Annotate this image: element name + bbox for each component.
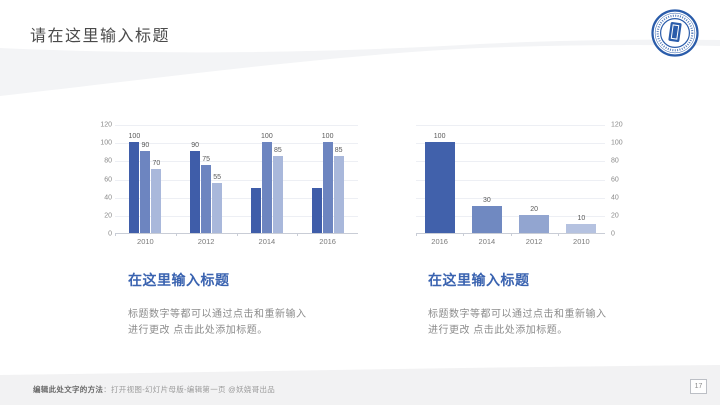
right-chart-x-axis: 2016 2014 2012 2010 xyxy=(416,236,605,248)
right-section-body-line2: 进行更改 点击此处添加标题。 xyxy=(428,325,568,336)
y-tick-label: 60 xyxy=(104,176,112,183)
footer-band-decoration xyxy=(0,365,720,405)
gridline xyxy=(115,161,358,163)
bar-2014-s2 xyxy=(261,142,272,233)
right-chart-y-axis: 0 20 40 60 80 100 120 xyxy=(605,121,629,238)
slide-title: 请在这里输入标题 xyxy=(30,28,171,45)
bar-2014-s1 xyxy=(250,187,261,233)
bar-2010 xyxy=(566,223,597,233)
footer-note-rest: ：打开视图-幻灯片母版-编辑第一页 @妖娆哥出品 xyxy=(103,385,276,394)
bar-value-label: 100 xyxy=(261,133,273,141)
bar-2014-s3 xyxy=(272,155,283,233)
y-tick-label: 20 xyxy=(611,212,619,220)
gridline xyxy=(115,125,358,126)
y-tick-label: 20 xyxy=(104,212,112,220)
bar-value-label: 100 xyxy=(321,133,334,141)
bar-2010-s2 xyxy=(140,151,151,233)
header-wave-decoration xyxy=(0,39,720,96)
gridline xyxy=(416,215,605,217)
left-chart-x-axis: 2010 2012 2014 2016 xyxy=(115,236,358,248)
gridline xyxy=(115,197,358,199)
y-tick-label: 80 xyxy=(611,157,619,165)
gridline xyxy=(416,179,605,181)
bar-value-label: 100 xyxy=(433,133,446,141)
bar-value-label: 100 xyxy=(128,133,141,141)
x-tick-label: 2012 xyxy=(525,237,543,246)
bar-2010-s3 xyxy=(151,169,162,233)
bar-2014 xyxy=(471,205,502,233)
x-tick-mark xyxy=(557,233,559,236)
right-chart-plot-area: 100 30 20 10 xyxy=(416,125,605,236)
x-tick-label: 2012 xyxy=(197,237,215,246)
right-section-body-line1: 标题数字等都可以通过点击和重新输入 xyxy=(428,309,607,320)
university-seal-logo xyxy=(650,8,700,58)
page-number: 17 xyxy=(690,379,707,394)
bar-value-label: 55 xyxy=(213,174,222,182)
bar-2016-s2 xyxy=(322,142,333,233)
left-chart-y-axis: 0 20 40 60 80 100 120 xyxy=(99,121,115,238)
bar-value-label: 90 xyxy=(141,142,150,150)
y-tick-label: 40 xyxy=(611,194,619,202)
gridline xyxy=(416,197,605,199)
bar-value-label: 30 xyxy=(482,196,491,204)
footer-note: 编辑此处文字的方法：打开视图-幻灯片母版-编辑第一页 @妖娆哥出品 xyxy=(33,384,275,395)
bar-2016-s3 xyxy=(333,155,344,233)
left-text-section: 在这里输入标题 标题数字等都可以通过点击和重新输入 进行更改 点击此处添加标题。 xyxy=(128,270,378,339)
x-tick-label: 2014 xyxy=(478,237,496,246)
bar-value-label: 90 xyxy=(191,142,200,150)
x-tick-mark xyxy=(463,233,465,236)
x-tick-mark xyxy=(416,233,417,236)
gridline xyxy=(416,161,605,163)
x-tick-mark xyxy=(175,233,177,236)
x-tick-mark xyxy=(297,233,299,236)
y-tick-label: 120 xyxy=(100,121,112,129)
bar-value-label: 85 xyxy=(273,146,282,154)
seal-icon xyxy=(651,9,699,57)
right-section-heading: 在这里输入标题 xyxy=(428,272,530,288)
footer-note-bold: 编辑此处文字的方法 xyxy=(33,385,104,394)
bar-value-label: 85 xyxy=(334,146,343,154)
bar-value-label: 10 xyxy=(577,214,586,222)
y-tick-label: 40 xyxy=(104,194,112,202)
x-tick-label: 2014 xyxy=(258,237,276,246)
x-tick-label: 2016 xyxy=(431,237,448,246)
left-section-body-line2: 进行更改 点击此处添加标题。 xyxy=(128,325,268,336)
left-chart-plot-area: 100 90 70 90 75 55 100 85 100 85 xyxy=(115,125,358,236)
bar-value-label: 75 xyxy=(202,155,211,163)
gridline xyxy=(115,143,358,145)
bar-2010-s1 xyxy=(129,142,140,233)
bar-2012 xyxy=(519,214,550,233)
y-tick-label: 0 xyxy=(108,230,112,238)
y-tick-label: 120 xyxy=(611,121,623,129)
y-tick-label: 100 xyxy=(100,139,112,147)
bar-2012-s1 xyxy=(190,151,201,233)
left-chart: 0 20 40 60 80 100 120 100 90 70 90 75 55 100 85 100 85 … xyxy=(99,121,358,248)
y-tick-label: 0 xyxy=(611,230,615,238)
x-tick-label: 2010 xyxy=(573,237,590,246)
bar-value-label: 20 xyxy=(530,205,539,213)
gridline xyxy=(416,125,605,126)
bar-2012-s2 xyxy=(201,164,212,233)
right-chart: 100 30 20 10 2016 2014 2012 2010 0 20 40 60 80 100 1… xyxy=(416,121,629,248)
left-section-heading: 在这里输入标题 xyxy=(128,272,230,288)
gridline xyxy=(115,179,358,181)
bar-2016-s1 xyxy=(311,187,322,233)
x-tick-label: 2016 xyxy=(319,237,336,246)
y-tick-label: 100 xyxy=(611,139,623,147)
bar-2016 xyxy=(424,142,455,233)
left-section-body-line1: 标题数字等都可以通过点击和重新输入 xyxy=(128,309,307,320)
x-tick-mark xyxy=(236,233,238,236)
x-tick-mark xyxy=(510,233,512,236)
gridline xyxy=(115,215,358,217)
y-tick-label: 80 xyxy=(104,157,112,165)
x-tick-label: 2010 xyxy=(137,237,154,246)
right-text-section: 在这里输入标题 标题数字等都可以通过点击和重新输入 进行更改 点击此处添加标题。 xyxy=(428,270,678,339)
gridline xyxy=(416,143,605,145)
bar-2012-s3 xyxy=(212,183,223,233)
bar-value-label: 70 xyxy=(152,160,161,168)
x-tick-mark xyxy=(115,233,116,236)
y-tick-label: 60 xyxy=(611,176,619,183)
